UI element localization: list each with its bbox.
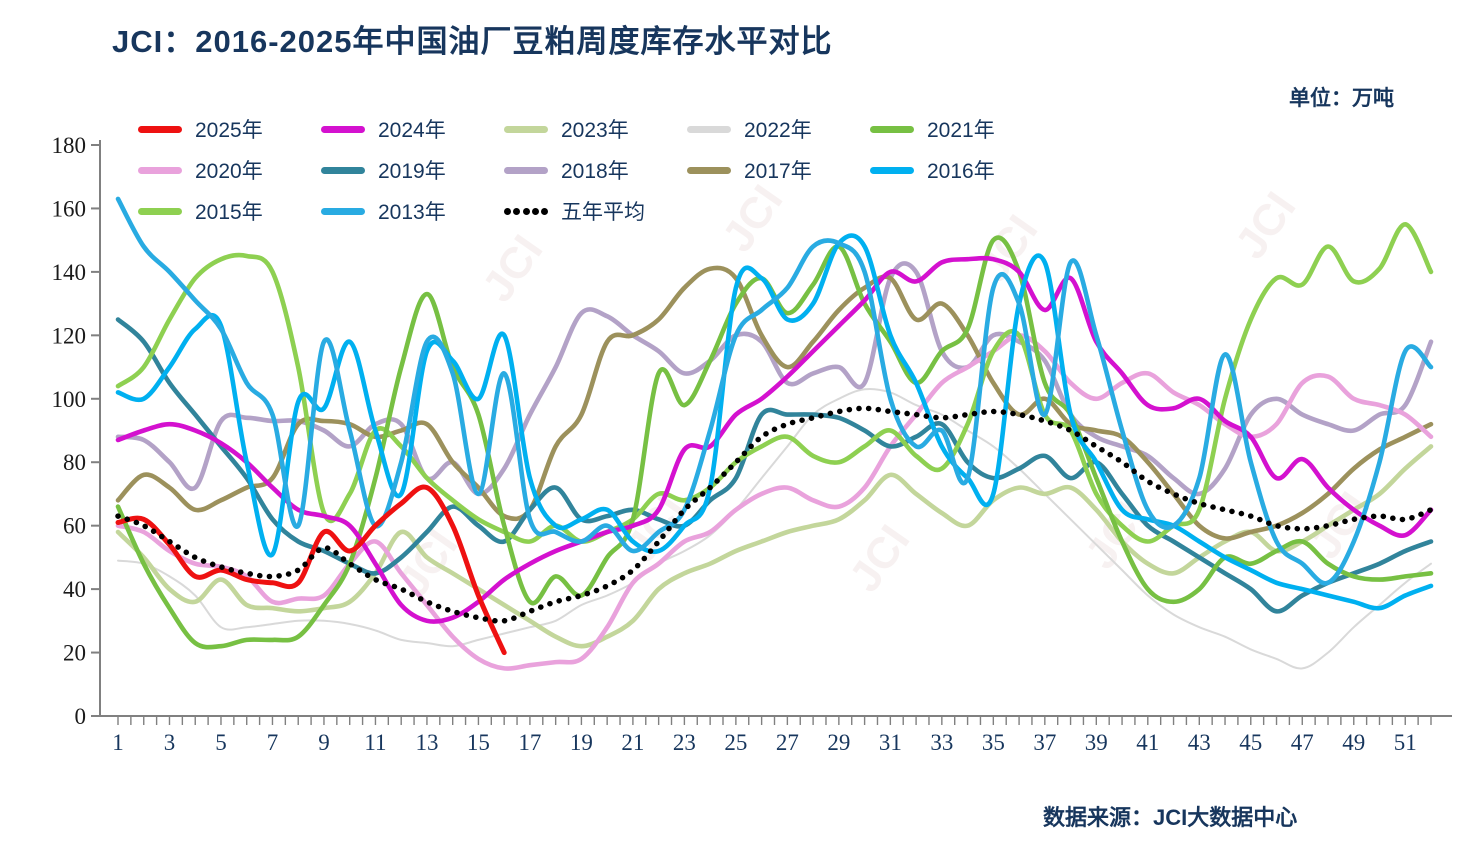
x-tick-label: 21	[621, 730, 644, 755]
legend-label-2025年: 2025年	[195, 119, 263, 142]
legend-swatch-2023年	[504, 125, 548, 133]
x-tick-label: 3	[164, 730, 176, 755]
x-tick-label: 41	[1136, 730, 1159, 755]
x-tick-label: 47	[1291, 730, 1314, 755]
legend-swatch-2020年	[138, 166, 182, 174]
series-line-2022年	[117, 387, 1432, 670]
y-tick-label: 40	[63, 577, 86, 602]
source-label: 数据来源：JCI大数据中心	[1043, 805, 1298, 830]
x-tick-label: 11	[364, 730, 386, 755]
legend-label-2023年: 2023年	[561, 119, 629, 142]
y-tick-label: 20	[63, 641, 86, 666]
x-tick-label: 15	[467, 730, 490, 755]
y-tick-label: 0	[75, 704, 87, 729]
legend-item-2020年: 2020年	[138, 155, 321, 185]
x-tick-label: 25	[724, 730, 747, 755]
legend: 2025年 2024年 2023年 2022年 2021年 2020年 2019年 2018年…	[138, 114, 1053, 226]
x-tick-label: 5	[215, 730, 227, 755]
legend-label-2020年: 2020年	[195, 160, 263, 183]
x-tick-label: 31	[879, 730, 902, 755]
legend-item-2023年: 2023年	[504, 114, 687, 144]
watermark-1: JCI	[473, 227, 552, 311]
x-tick-label: 17	[518, 730, 541, 755]
legend-row-1: 2025年 2024年 2023年 2022年 2021年	[138, 114, 1053, 144]
x-tick-label: 29	[827, 730, 850, 755]
x-tick-label: 7	[267, 730, 279, 755]
legend-item-2013年: 2013年	[321, 196, 504, 226]
x-tick-label: 13	[415, 730, 438, 755]
legend-label-2018年: 2018年	[561, 160, 629, 183]
legend-swatch-2025年	[138, 125, 182, 133]
legend-swatch-2013年	[321, 207, 365, 215]
x-tick-label: 1	[112, 730, 124, 755]
legend-swatch-五年平均	[504, 207, 548, 215]
legend-item-2025年: 2025年	[138, 114, 321, 144]
legend-swatch-2015年	[138, 207, 182, 215]
legend-swatch-2021年	[870, 125, 914, 133]
x-tick-label: 37	[1033, 730, 1056, 755]
series-line-五年平均	[115, 405, 1434, 624]
legend-label-2013年: 2013年	[378, 201, 446, 224]
y-tick-label: 140	[52, 260, 87, 285]
watermark-7: JCI	[840, 517, 919, 601]
legend-label-五年平均: 五年平均	[561, 201, 645, 224]
y-tick-label: 120	[52, 323, 87, 348]
legend-swatch-2019年	[321, 166, 365, 174]
x-tick-label: 49	[1342, 730, 1365, 755]
legend-swatch-2024年	[321, 125, 365, 133]
legend-label-2017年: 2017年	[744, 160, 812, 183]
chart-title: JCI：2016-2025年中国油厂豆粕周度库存水平对比	[112, 24, 833, 59]
unit-label: 单位：万吨	[1289, 87, 1394, 110]
series-line-2019年	[115, 317, 1434, 614]
x-tick-label: 45	[1239, 730, 1262, 755]
legend-item-五年平均: 五年平均	[504, 196, 687, 226]
legend-item-2015年: 2015年	[138, 196, 321, 226]
y-tick-label: 60	[63, 514, 86, 539]
x-tick-label: 33	[930, 730, 953, 755]
legend-swatch-2017年	[687, 166, 731, 174]
series-line-2015年	[115, 222, 1434, 544]
x-tick-label: 27	[776, 730, 799, 755]
x-tick-label: 39	[1085, 730, 1108, 755]
legend-item-2019年: 2019年	[321, 155, 504, 185]
y-tick-label: 100	[52, 387, 87, 412]
watermark-4: JCI	[1226, 184, 1305, 268]
watermark-2: JCI	[713, 177, 792, 261]
y-tick-label: 80	[63, 450, 86, 475]
legend-item-2016年: 2016年	[870, 155, 1053, 185]
legend-label-2021年: 2021年	[927, 119, 995, 142]
legend-item-2021年: 2021年	[870, 114, 1053, 144]
series-line-2013年	[115, 196, 1434, 586]
x-tick-label: 23	[673, 730, 696, 755]
legend-label-2015年: 2015年	[195, 201, 263, 224]
legend-item-2017年: 2017年	[687, 155, 870, 185]
x-tick-label: 35	[982, 730, 1005, 755]
legend-label-2024年: 2024年	[378, 119, 446, 142]
x-tick-label: 19	[570, 730, 593, 755]
x-tick-label: 51	[1394, 730, 1417, 755]
legend-item-2022年: 2022年	[687, 114, 870, 144]
legend-swatch-2022年	[687, 125, 731, 133]
y-tick-label: 160	[52, 196, 87, 221]
legend-row-3: 2015年 2013年 五年平均	[138, 196, 1053, 226]
legend-label-2016年: 2016年	[927, 160, 995, 183]
series-line-2016年	[115, 233, 1434, 611]
legend-item-2018年: 2018年	[504, 155, 687, 185]
series-line-2017年	[115, 265, 1434, 541]
legend-label-2022年: 2022年	[744, 119, 812, 142]
series-line-2025年	[115, 484, 507, 656]
x-tick-label: 9	[318, 730, 330, 755]
y-tick-label: 180	[52, 133, 87, 158]
legend-label-2019年: 2019年	[378, 160, 446, 183]
series-line-2018年	[115, 261, 1434, 497]
legend-swatch-2016年	[870, 166, 914, 174]
x-tick-label: 43	[1188, 730, 1211, 755]
legend-row-2: 2020年 2019年 2018年 2017年 2016年	[138, 155, 1053, 185]
legend-swatch-2018年	[504, 166, 548, 174]
legend-item-2024年: 2024年	[321, 114, 504, 144]
